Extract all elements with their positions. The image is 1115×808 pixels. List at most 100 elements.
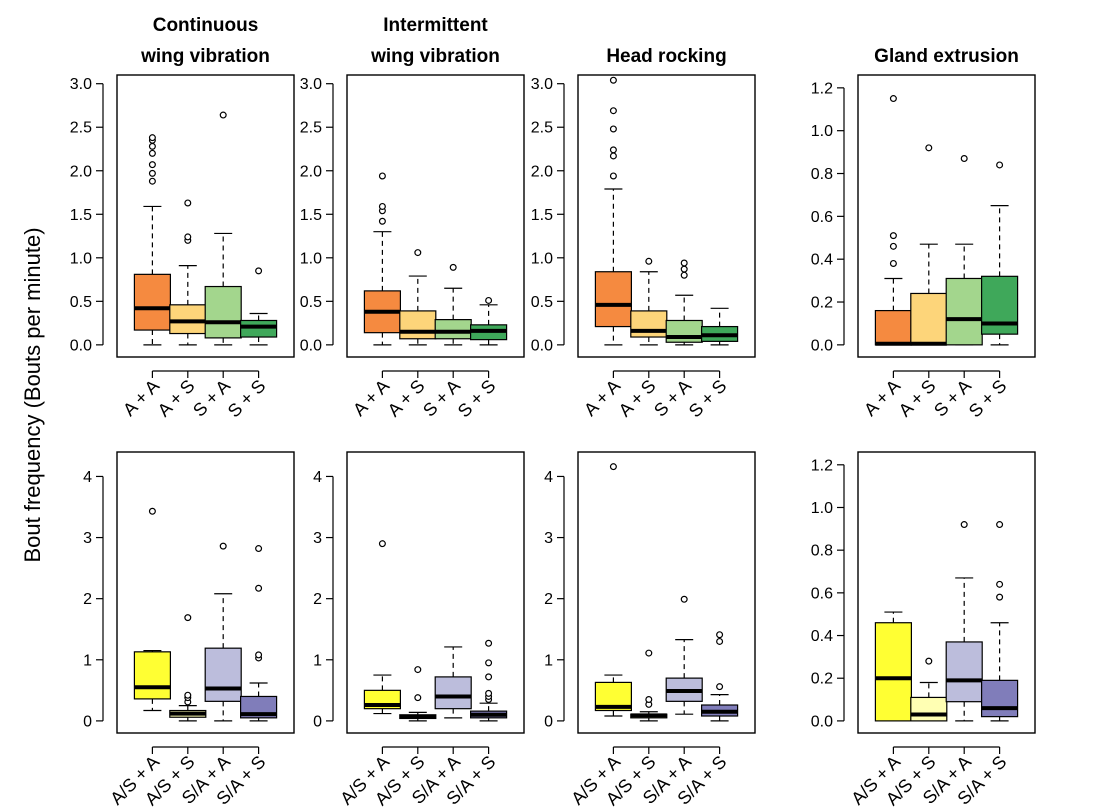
y-tick-label: 2.0 <box>531 163 553 180</box>
outlier-point <box>609 76 617 84</box>
y-tick-label: 1.5 <box>531 207 553 224</box>
outlier-point <box>609 107 617 115</box>
outlier-point <box>925 657 933 665</box>
iqr-box <box>204 285 242 339</box>
outlier-point <box>960 521 968 529</box>
outlier-point <box>219 542 227 550</box>
box-3 <box>204 111 242 346</box>
y-axis-label: Bout frequency (Bouts per minute) <box>20 227 45 562</box>
y-tick-label: 0.5 <box>300 294 322 311</box>
box-3 <box>945 521 983 722</box>
outlier-point <box>148 134 156 142</box>
plot-frame <box>116 74 295 358</box>
box-2 <box>169 614 207 722</box>
y-tick-label: 2.5 <box>300 120 322 137</box>
y-tick-label: 0.2 <box>811 671 833 688</box>
y-tick-label: 0.0 <box>531 337 553 354</box>
outlier-point <box>645 649 653 657</box>
outlier-point <box>485 639 493 647</box>
outlier-point <box>219 111 227 119</box>
y-tick-label: 3.0 <box>70 76 92 93</box>
box-2 <box>399 249 437 346</box>
outlier-point <box>609 463 617 471</box>
y-tick-label: 2.0 <box>70 163 92 180</box>
outlier-point <box>889 259 897 267</box>
y-tick-label: 1.5 <box>300 207 322 224</box>
y-tick-label: 3 <box>313 530 322 547</box>
x-category-label: A + A <box>860 376 904 420</box>
box-4 <box>980 521 1019 722</box>
y-tick-label: 1 <box>313 652 322 669</box>
outlier-point <box>184 691 192 699</box>
box-2 <box>630 649 668 722</box>
x-category-label: S + A <box>930 376 975 421</box>
panel-title: Head rocking <box>606 46 726 67</box>
box-4 <box>470 639 508 722</box>
outlier-point <box>996 161 1004 169</box>
panel-3: Head rocking 0.0 0.5 1.0 1.5 2.0 2.5 3.0 A + AA … <box>531 46 756 421</box>
outlier-point <box>378 172 386 180</box>
outlier-point <box>184 614 192 622</box>
box-2 <box>910 657 948 722</box>
iqr-box <box>630 310 668 338</box>
y-tick-label: 4 <box>313 469 322 486</box>
y-tick-label: 4 <box>544 469 553 486</box>
iqr-box <box>910 696 948 722</box>
outlier-point <box>925 144 933 152</box>
outlier-point <box>889 95 897 103</box>
panel-title: Continuous <box>153 15 259 36</box>
plot-frame <box>857 451 1036 734</box>
y-tick-label: 0.0 <box>300 337 322 354</box>
outlier-point <box>148 142 156 150</box>
outlier-point <box>184 199 192 207</box>
outlier-point <box>148 161 156 169</box>
iqr-box <box>169 304 207 335</box>
box-3 <box>434 263 472 346</box>
box-3 <box>665 259 703 346</box>
y-tick-label: 1.0 <box>811 123 833 140</box>
y-tick-label: 3 <box>544 530 553 547</box>
outlier-point <box>645 696 653 704</box>
iqr-box <box>434 676 472 710</box>
outlier-point <box>148 177 156 185</box>
box-4 <box>240 545 278 722</box>
y-tick-label: 2 <box>83 591 92 608</box>
y-tick-label: 2 <box>544 591 553 608</box>
y-tick-label: 0.2 <box>811 295 833 312</box>
panels-group: Continuous wing vibration 0.0 0.5 1.0 1.5 2.0 2… <box>70 15 1036 808</box>
iqr-box <box>434 319 472 340</box>
y-tick-label: 0.0 <box>811 337 833 354</box>
outlier-point <box>680 271 688 279</box>
outlier-point <box>716 631 724 639</box>
plot-frame <box>346 451 525 734</box>
iqr-box <box>945 277 983 346</box>
outlier-point <box>716 683 724 691</box>
panel-1: Continuous wing vibration 0.0 0.5 1.0 1.5 2.0 2… <box>70 15 295 422</box>
x-category-label: S + A <box>650 376 695 421</box>
plot-frame <box>346 74 525 358</box>
y-tick-label: 3.0 <box>300 76 322 93</box>
y-tick-label: 1.0 <box>531 250 553 267</box>
outlier-point <box>184 233 192 241</box>
outlier-point <box>148 507 156 515</box>
x-category-label: S + S <box>965 376 1011 422</box>
iqr-box <box>133 651 171 700</box>
outlier-point <box>414 666 422 674</box>
y-tick-label: 1 <box>544 652 553 669</box>
outlier-point <box>485 659 493 667</box>
x-category-label: S + A <box>189 376 234 421</box>
x-category-label: A + A <box>119 376 163 420</box>
y-tick-label: 0.4 <box>811 628 833 645</box>
iqr-box <box>874 622 913 722</box>
x-category-label: S + S <box>224 376 270 422</box>
panel-title: wing vibration <box>370 46 500 67</box>
outlier-point <box>609 125 617 133</box>
y-tick-label: 0.0 <box>811 713 833 730</box>
iqr-box <box>399 310 437 340</box>
box-4 <box>980 161 1019 346</box>
box-1 <box>133 507 171 712</box>
y-tick-label: 1.5 <box>70 207 92 224</box>
outlier-point <box>609 172 617 180</box>
outlier-point <box>414 249 422 257</box>
